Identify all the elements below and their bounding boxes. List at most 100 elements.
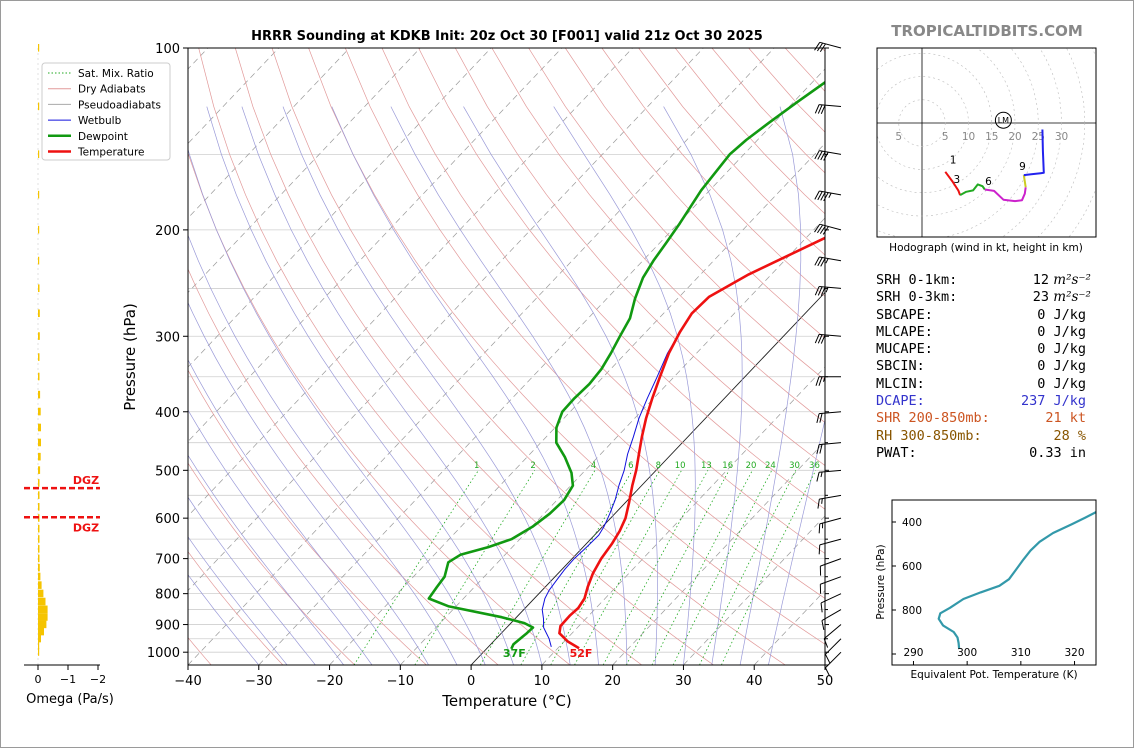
legend-item: Wetbulb (78, 115, 122, 127)
param-value: 0 J/kg (1037, 307, 1086, 324)
dgz-label: DGZ (73, 474, 99, 487)
param-number: 237 J/kg (1020, 393, 1086, 410)
dry-adiabat (198, 48, 643, 665)
param-row: RH 300-850mb: 28 % (876, 428, 1096, 445)
param-value: 0 J/kg (1037, 358, 1086, 375)
pseudoadiabat (553, 106, 696, 665)
watermark: TROPICALTIDBITS.COM (891, 22, 1083, 40)
hodograph-height-label: 6 (985, 176, 992, 188)
param-label: MUCAPE: (876, 341, 933, 358)
hodograph-ring (898, 99, 946, 147)
hodograph-ring (877, 76, 969, 170)
param-label: DCAPE: (876, 393, 925, 410)
mixing-ratio-label: 24 (765, 461, 776, 471)
theta-e-x-label: Equivalent Pot. Temperature (K) (910, 669, 1077, 681)
storm-motion-label: RM (913, 262, 926, 271)
mixing-ratio-label: 16 (722, 461, 733, 471)
param-label: RH 300-850mb: (876, 427, 982, 444)
dewpoint-line (427, 80, 825, 650)
omega-bar (38, 407, 41, 416)
omega-bar (38, 150, 40, 158)
mixing-ratio-line (651, 470, 753, 665)
barb-flag (814, 334, 820, 344)
barb-staff (821, 609, 842, 621)
wind-barb (821, 609, 842, 630)
barb-staff (819, 256, 842, 262)
pseudoadiabat (206, 106, 514, 665)
wind-barb (815, 376, 841, 386)
isotherm (258, 68, 825, 665)
isotherm (188, 48, 492, 368)
param-row: PWAT: 0.33 in (876, 445, 1096, 462)
wind-barb (824, 638, 842, 664)
hodograph-segment (944, 171, 962, 196)
barb-flag (818, 376, 823, 386)
hodograph-ring-label: 30 (1055, 131, 1068, 143)
omega-bar (38, 256, 40, 265)
wind-barb (814, 333, 842, 344)
y-axis-label: Pressure (hPa) (121, 303, 139, 411)
omega-bar (38, 605, 48, 614)
omega-bar (38, 613, 48, 621)
barb-flag (817, 191, 823, 201)
mixing-ratio-line (550, 470, 661, 665)
barb-flag (816, 413, 820, 424)
theta-e-x-tick-label: 320 (1065, 647, 1085, 659)
dry-adiabat (188, 369, 427, 665)
omega-panel: 0 −1 −2 DGZ DGZ (24, 44, 106, 686)
mixing-ratio-line (672, 470, 773, 665)
pseudoadiabat (739, 106, 802, 665)
mixing-ratio-label: 13 (701, 461, 712, 471)
y-tick-label: 400 (155, 406, 180, 421)
wind-barb (818, 517, 842, 534)
wind-barb (819, 576, 842, 594)
pseudoadiabat (188, 536, 288, 665)
wind-barb (816, 411, 842, 424)
omega-bar (38, 190, 40, 199)
pseudoadiabat (188, 234, 458, 665)
omega-bar (38, 597, 46, 606)
param-number: 12 (1032, 272, 1049, 288)
omega-bar (38, 620, 47, 629)
storm-motion-marker (994, 111, 1012, 129)
param-row: SHR 200-850mb: 21 kt (876, 410, 1096, 427)
x-tick-label: 40 (746, 674, 763, 689)
pseudoadiabat (188, 359, 401, 665)
barb-half (825, 258, 829, 264)
isotherm (188, 48, 704, 592)
barb-flag (814, 104, 820, 114)
omega-bar (38, 44, 40, 52)
barb-staff (819, 517, 842, 525)
barb-half (828, 192, 832, 198)
isotherm (612, 440, 825, 665)
param-number: 23 (1032, 289, 1049, 306)
param-label: MLCAPE: (876, 323, 933, 340)
x-tick-label: 0 (467, 674, 475, 689)
mixing-ratio-label: 8 (656, 461, 661, 471)
barb-staff (819, 190, 842, 196)
x-tick-label: 30 (675, 674, 692, 689)
barb-flag (814, 223, 821, 233)
mixing-ratio-line (721, 470, 817, 665)
x-tick-label: −30 (245, 674, 272, 689)
barb-flag (814, 286, 820, 296)
param-value: 0 J/kg (1037, 324, 1086, 341)
mixing-ratio-line (699, 470, 797, 665)
wind-barb (816, 469, 842, 482)
chart-title: HRRR Sounding at KDKB Init: 20z Oct 30 [… (251, 29, 763, 44)
barb-flag (820, 191, 826, 201)
barb-staff (825, 638, 842, 655)
hodograph-segment (959, 183, 986, 196)
hodograph-ring (1037, 48, 1086, 237)
param-row: MLCAPE: 0 J/kg (876, 324, 1096, 341)
theta-e-x-tick-label: 300 (957, 647, 977, 659)
pseudoadiabat (188, 409, 373, 665)
omega-bar (38, 627, 44, 636)
pseudoadiabat (188, 147, 486, 665)
omega-bar (38, 563, 40, 572)
dry-adiabat (344, 48, 825, 599)
barb-flag (817, 499, 820, 509)
param-label: SBCAPE: (876, 306, 933, 323)
y-tick-label: 1000 (147, 646, 180, 661)
